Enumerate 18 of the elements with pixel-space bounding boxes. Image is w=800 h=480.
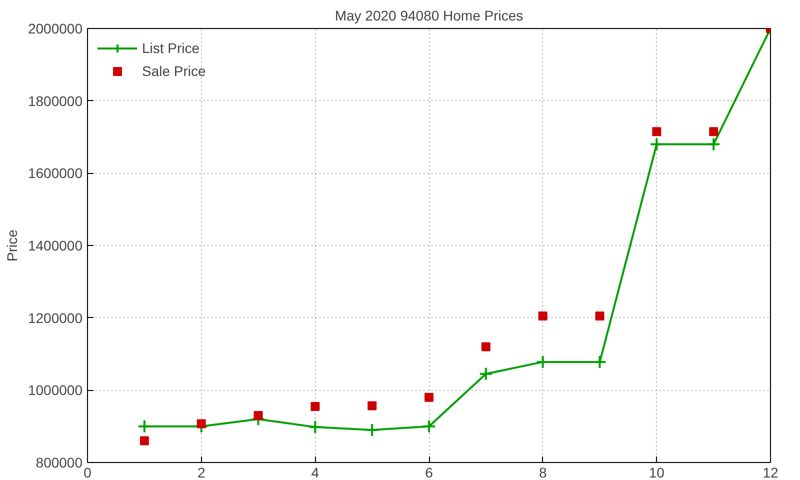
- y-tick-label: 800000: [36, 454, 83, 470]
- legend-label: List Price: [142, 40, 200, 56]
- y-tick-label: 1600000: [28, 165, 83, 182]
- x-tick-label: 8: [538, 464, 547, 480]
- y-tick-label: 2000000: [28, 20, 83, 36]
- x-tick-label: 2: [197, 464, 206, 480]
- y-tick-label: 1000000: [28, 382, 83, 398]
- y-tick-label: 1800000: [28, 92, 83, 109]
- x-tick-label: 12: [762, 464, 778, 480]
- legend-label: Sale Price: [142, 63, 206, 79]
- y-axis-title: Price: [4, 229, 20, 262]
- y-tick-label: 1200000: [28, 310, 83, 326]
- y-tick-label: 1400000: [28, 238, 83, 254]
- chart-title: May 2020 94080 Home Prices: [334, 8, 524, 24]
- x-tick-label: 10: [648, 464, 665, 480]
- x-tick-label: 0: [84, 464, 92, 480]
- x-tick-label: 4: [311, 464, 320, 480]
- x-tick-label: 6: [425, 464, 434, 480]
